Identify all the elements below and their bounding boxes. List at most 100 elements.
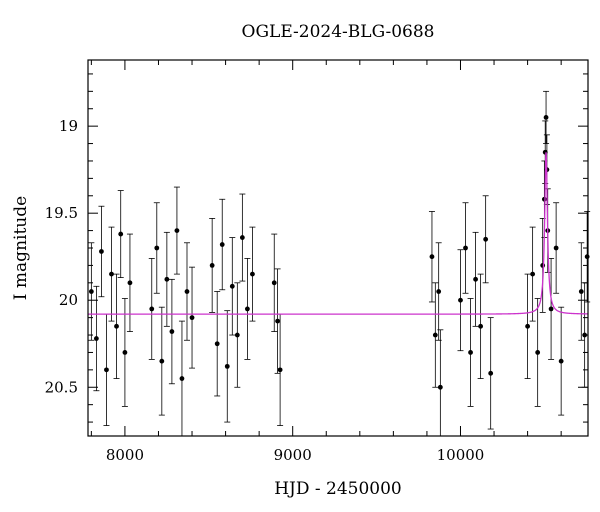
data-point: [487, 317, 494, 430]
data-point: [437, 329, 444, 437]
data-point: [244, 258, 251, 360]
data-point: [103, 313, 110, 426]
data-marker: [169, 329, 175, 334]
data-marker: [244, 306, 250, 312]
data-point: [189, 266, 196, 369]
data-point: [219, 198, 226, 291]
data-point: [93, 285, 100, 392]
data-marker: [239, 235, 245, 240]
data-marker: [109, 271, 114, 277]
data-point: [578, 242, 585, 341]
data-point: [168, 278, 175, 385]
data-marker: [114, 323, 119, 329]
y-tick-label: 20: [59, 291, 78, 309]
data-marker: [159, 358, 165, 364]
data-point: [472, 231, 479, 327]
data-point: [183, 242, 190, 341]
data-marker: [488, 370, 494, 376]
data-point: [548, 258, 555, 360]
data-marker: [99, 249, 104, 254]
data-marker: [584, 254, 590, 260]
data-point: [229, 237, 236, 336]
data-marker: [93, 336, 99, 341]
data-marker: [219, 242, 225, 247]
data-marker: [530, 271, 536, 277]
data-point: [173, 186, 180, 275]
data-marker: [525, 323, 530, 329]
data-point: [214, 291, 221, 397]
data-point: [543, 90, 550, 144]
data-point: [534, 298, 541, 407]
data-marker: [473, 276, 478, 282]
data-point: [88, 242, 95, 341]
data-point: [477, 273, 484, 379]
data-marker: [558, 358, 564, 364]
x-axis-label: HJD - 2450000: [274, 479, 402, 499]
data-marker: [149, 306, 155, 312]
tick-layer: 8000 9000 10000 19 19.5 20 20.5: [45, 60, 588, 464]
plot-frame: [87, 59, 589, 437]
data-point: [457, 249, 464, 352]
data-point: [584, 211, 591, 303]
data-marker: [436, 289, 442, 294]
data-marker: [127, 280, 133, 286]
data-point: [529, 226, 536, 322]
data-marker: [483, 236, 489, 242]
data-marker: [543, 115, 549, 120]
data-marker: [548, 306, 554, 312]
data-point: [163, 231, 170, 327]
data-point: [432, 282, 439, 388]
data-marker: [463, 245, 468, 251]
data-point: [121, 298, 128, 407]
data-point: [435, 242, 442, 341]
data-marker: [458, 297, 463, 303]
data-marker: [553, 245, 559, 251]
data-marker: [271, 280, 277, 286]
data-marker: [250, 271, 255, 277]
data-point: [271, 233, 278, 332]
data-marker: [164, 276, 170, 282]
data-point: [108, 226, 115, 322]
chart-title: OGLE-2024-BLG-0688: [241, 22, 435, 42]
data-marker: [224, 363, 230, 369]
data-point: [113, 273, 120, 379]
data-point: [234, 282, 241, 388]
x-tick-label: 8000: [106, 446, 144, 464]
data-point: [224, 310, 231, 423]
data-marker: [104, 367, 109, 373]
data-point: [148, 258, 155, 360]
data-marker: [154, 245, 160, 251]
data-marker: [88, 289, 94, 294]
data-point: [126, 233, 133, 332]
data-marker: [118, 231, 124, 237]
data-point: [482, 195, 489, 284]
data-point: [239, 193, 246, 282]
data-marker: [184, 289, 190, 294]
data-marker: [209, 263, 215, 268]
data-point: [524, 273, 531, 379]
data-layer: [88, 90, 591, 437]
data-marker: [174, 228, 180, 233]
data-point: [467, 298, 474, 407]
data-marker: [429, 254, 435, 260]
data-marker: [214, 341, 220, 347]
data-point: [249, 226, 256, 322]
x-tick-label: 9000: [274, 446, 312, 464]
data-marker: [277, 367, 283, 373]
data-marker: [578, 289, 584, 294]
data-marker: [179, 376, 185, 381]
y-tick-label: 19.5: [45, 204, 78, 222]
data-marker: [234, 332, 240, 338]
y-tick-label: 20.5: [45, 378, 78, 396]
data-point: [558, 306, 565, 416]
data-point: [462, 202, 469, 294]
data-marker: [478, 323, 484, 329]
data-marker: [468, 350, 473, 355]
data-point: [153, 202, 160, 294]
data-point: [98, 205, 105, 298]
data-point: [428, 211, 435, 303]
y-tick-label: 19: [59, 117, 78, 135]
data-marker: [122, 350, 128, 355]
y-axis-label: I magnitude: [11, 196, 31, 300]
